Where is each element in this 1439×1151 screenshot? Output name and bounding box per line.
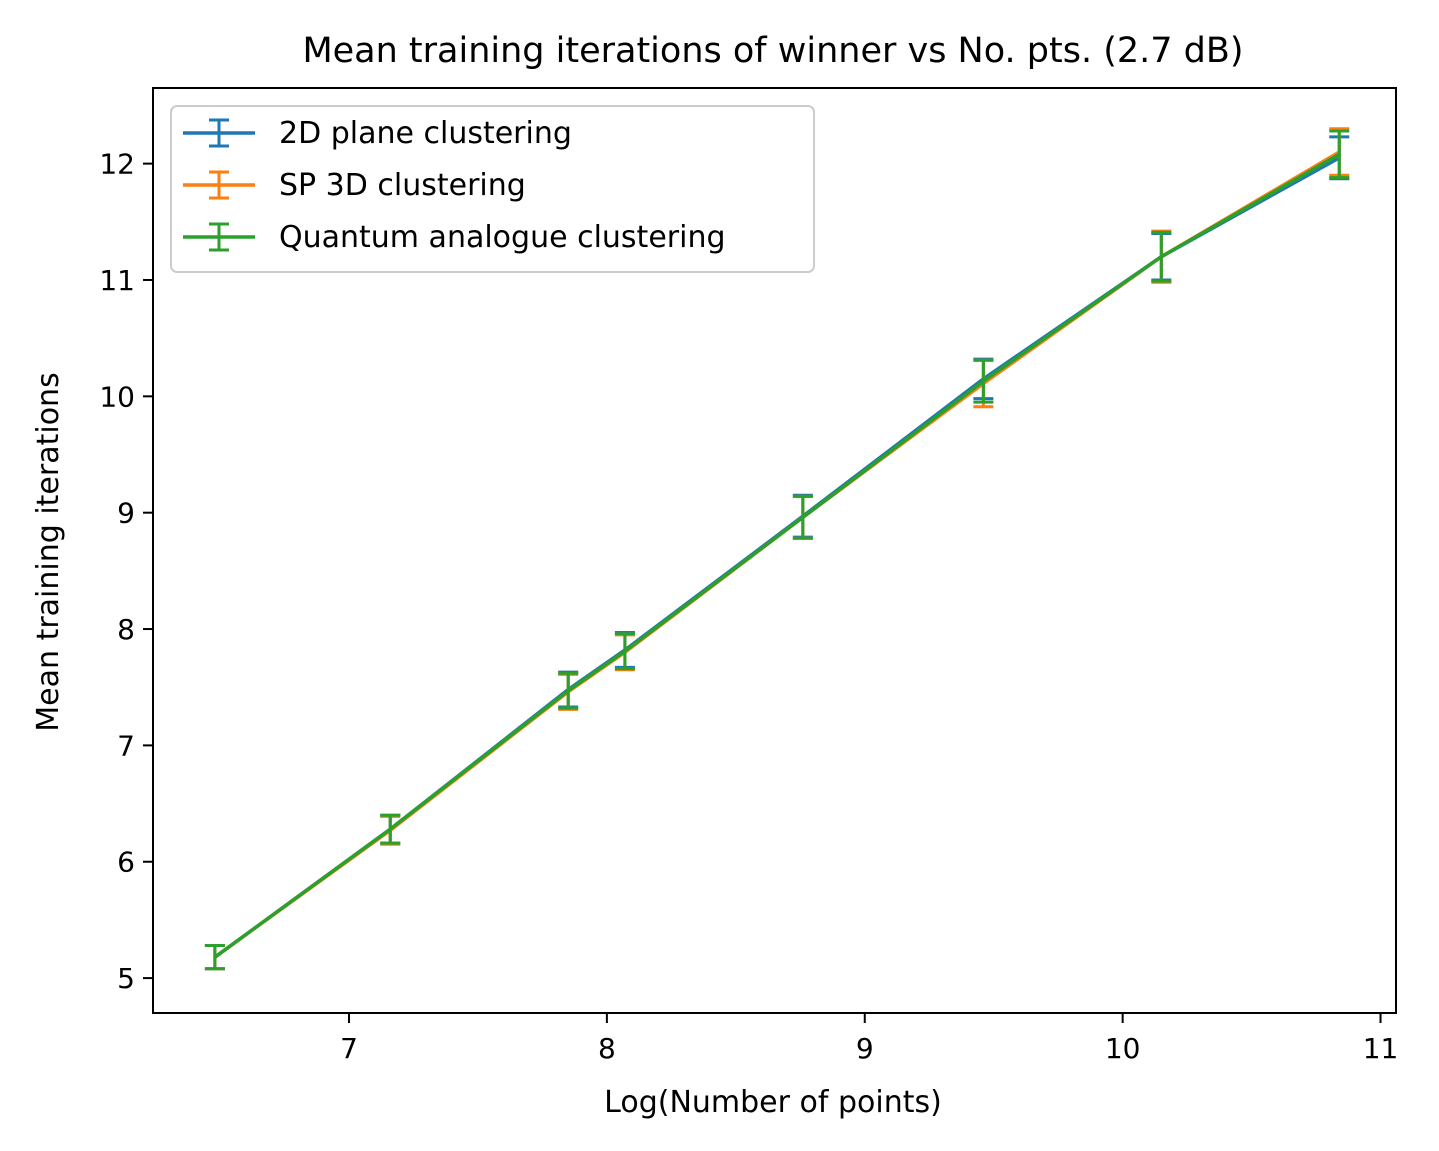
x-tick-label: 9 — [856, 1032, 874, 1065]
chart-title: Mean training iterations of winner vs No… — [302, 31, 1243, 71]
y-tick-label: 7 — [117, 729, 135, 762]
y-tick-label: 5 — [117, 962, 135, 995]
y-axis-label: Mean training iterations — [31, 372, 66, 731]
plot-area: 7 8 9 10 11 5 6 7 8 9 10 11 12 — [99, 87, 1399, 1065]
x-tick-label: 10 — [1105, 1032, 1141, 1065]
legend-entry: 2D plane clustering — [183, 116, 572, 151]
x-tick-label: 8 — [598, 1032, 616, 1065]
legend: 2D plane clustering SP 3D clustering Quant… — [170, 105, 815, 273]
x-axis-label: Log(Number of points) — [604, 1085, 942, 1120]
series-quantum-analogue-clustering — [204, 129, 1350, 971]
y-tick-label: 9 — [117, 497, 135, 530]
legend-label: SP 3D clustering — [279, 168, 526, 203]
y-tick-label: 11 — [99, 264, 135, 297]
x-tick-label: 7 — [340, 1032, 358, 1065]
legend-box — [170, 105, 815, 273]
legend-label: 2D plane clustering — [279, 116, 572, 151]
y-tick-label: 8 — [117, 613, 135, 646]
plot-frame — [152, 87, 1397, 1014]
series-line — [213, 152, 1341, 959]
y-tick-label: 12 — [99, 148, 135, 181]
legend-entry: SP 3D clustering — [183, 168, 526, 203]
legend-entry: Quantum analogue clustering — [183, 220, 726, 255]
x-tick-label: 11 — [1363, 1032, 1399, 1065]
y-tick-label: 10 — [99, 380, 135, 413]
legend-label: Quantum analogue clustering — [279, 220, 726, 255]
y-tick-label: 6 — [117, 846, 135, 879]
